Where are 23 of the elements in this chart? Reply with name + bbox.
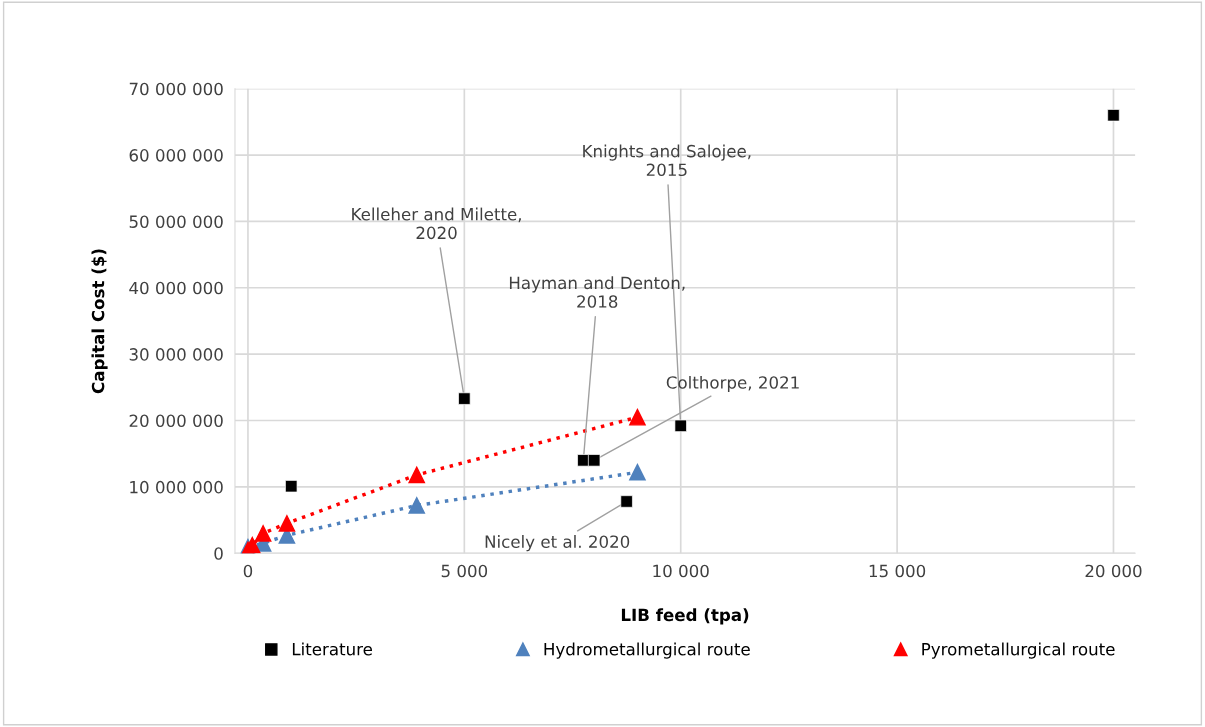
annotation: Hayman and Denton, 2018 <box>509 276 685 308</box>
x-tick-label: 20 000 <box>1085 564 1142 578</box>
legend-label: Hydrometallurgical route <box>544 642 750 659</box>
y-tick-label: 0 <box>214 547 223 560</box>
x-tick-label: 10 000 <box>653 564 709 578</box>
annotation: Kelleher and Milette, 2020 <box>352 207 521 240</box>
annotation: Colthorpe, 2021 <box>666 375 799 393</box>
y-tick-label: 40 000 000 <box>129 281 223 295</box>
y-axis-title: Capital Cost ($) <box>91 249 108 394</box>
y-tick-label: 70 000 000 <box>129 82 223 96</box>
x-axis-title: LIB feed (tpa) <box>621 608 749 625</box>
y-tick-label: 60 000 000 <box>129 149 223 162</box>
annotation: Knights and Salojee, 2015 <box>583 144 751 177</box>
annotation: Nicely et al. 2020 <box>485 535 630 552</box>
y-tick-label: 50 000 000 <box>129 215 223 228</box>
y-tick-label: 30 000 000 <box>129 348 223 361</box>
x-tick-label: 0 <box>243 564 253 578</box>
x-tick-label: 5 000 <box>441 564 488 578</box>
x-tick-label: 15 000 <box>869 564 926 578</box>
y-tick-label: 10 000 000 <box>130 480 223 494</box>
legend-label: Pyrometallurgical route <box>922 642 1115 659</box>
y-tick-label: 20 000 000 <box>129 414 223 428</box>
legend-label: Literature <box>292 642 373 656</box>
